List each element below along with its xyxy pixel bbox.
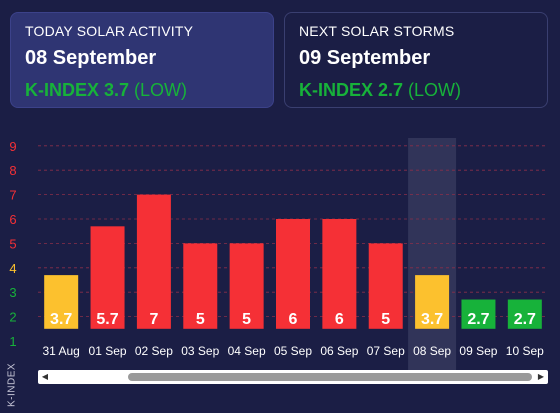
bar[interactable] — [136, 194, 171, 329]
x-tick-label: 01 Sep — [89, 344, 127, 358]
next-k-index-value: K-INDEX 2.7 — [299, 80, 404, 100]
bar-value-label: 3.7 — [421, 311, 443, 328]
scrollbar-thumb[interactable] — [128, 373, 532, 381]
bar-value-label: 6 — [289, 311, 298, 328]
x-tick-label: 03 Sep — [181, 344, 219, 358]
scroll-left-arrow-icon[interactable]: ◀ — [41, 372, 49, 381]
bar-value-label: 7 — [149, 311, 158, 328]
bar-value-label: 5.7 — [96, 311, 118, 328]
x-tick-label: 10 Sep — [506, 344, 544, 358]
y-tick-label: 3 — [9, 285, 16, 300]
today-card-title: TODAY SOLAR ACTIVITY — [25, 23, 194, 39]
bar-value-label: 2.7 — [467, 311, 489, 328]
bar[interactable] — [461, 299, 496, 329]
x-tick-label: 07 Sep — [367, 344, 405, 358]
today-k-index: K-INDEX 3.7 (LOW) — [25, 80, 259, 101]
y-tick-label: 1 — [9, 334, 16, 349]
x-tick-label: 09 Sep — [459, 344, 497, 358]
bar-value-label: 2.7 — [514, 311, 536, 328]
highlighted-column — [408, 138, 457, 370]
today-solar-activity-card: TODAY SOLAR ACTIVITY 08 September K-INDE… — [10, 12, 274, 108]
next-card-date: 09 September — [299, 47, 431, 69]
bar-value-label: 5 — [242, 311, 251, 328]
chart-scrollbar[interactable]: ◀ ▶ — [38, 370, 548, 384]
k-index-bar-chart: 1 2 3 4 5 6 7 8 9 3.7 31 Aug 5.7 01 Sep 7 02 Sep 5 03 Se… — [9, 138, 548, 370]
y-tick-label: 9 — [9, 139, 16, 154]
bar[interactable] — [90, 226, 125, 329]
y-axis-title: K-INDEX — [0, 360, 24, 410]
next-solar-storms-card: NEXT SOLAR STORMS 09 September K-INDEX 2… — [284, 12, 548, 108]
y-axis-title-text: K-INDEX — [6, 362, 18, 408]
today-card-date: 08 September — [25, 47, 157, 69]
bar-value-label: 6 — [335, 311, 344, 328]
bar[interactable] — [229, 243, 264, 329]
bar-value-label: 3.7 — [50, 311, 72, 328]
bar[interactable] — [415, 275, 450, 329]
scroll-right-arrow-icon[interactable]: ▶ — [537, 372, 545, 381]
today-k-index-value: K-INDEX 3.7 — [25, 80, 130, 100]
next-card-title: NEXT SOLAR STORMS — [299, 23, 455, 39]
bar[interactable] — [183, 243, 218, 329]
y-tick-label: 4 — [9, 261, 16, 276]
today-k-index-level: (LOW) — [134, 80, 188, 100]
bar[interactable] — [322, 219, 357, 329]
bar[interactable] — [507, 299, 542, 329]
bar-value-label: 5 — [196, 311, 205, 328]
next-k-index: K-INDEX 2.7 (LOW) — [299, 80, 533, 101]
x-tick-label: 04 Sep — [228, 344, 266, 358]
x-tick-label: 05 Sep — [274, 344, 312, 358]
y-tick-label: 2 — [9, 310, 16, 325]
x-tick-label: 06 Sep — [320, 344, 358, 358]
y-tick-label: 7 — [9, 188, 16, 203]
y-tick-label: 5 — [9, 236, 16, 251]
x-tick-label: 08 Sep — [413, 344, 451, 358]
bar[interactable] — [368, 243, 403, 329]
y-tick-label: 6 — [9, 212, 16, 227]
bar-value-label: 5 — [381, 311, 390, 328]
y-tick-label: 8 — [9, 163, 16, 178]
next-k-index-level: (LOW) — [408, 80, 462, 100]
x-tick-label: 02 Sep — [135, 344, 173, 358]
bar[interactable] — [44, 275, 79, 329]
bar[interactable] — [276, 219, 310, 329]
x-tick-label: 31 Aug — [42, 344, 79, 358]
